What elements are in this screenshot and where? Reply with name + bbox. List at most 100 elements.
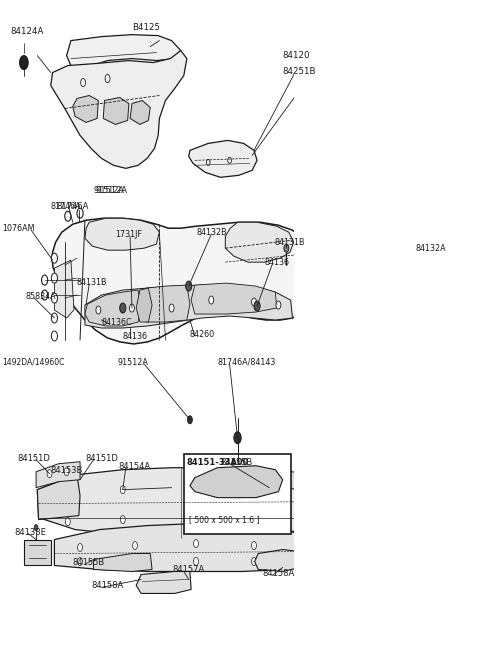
Text: [ 500 x 500 x 1.6 ]: [ 500 x 500 x 1.6 ] — [189, 516, 259, 524]
Text: 84136: 84136 — [123, 332, 148, 341]
Polygon shape — [254, 549, 300, 572]
Text: 84153B: 84153B — [51, 466, 83, 475]
Text: 84155B: 84155B — [73, 558, 105, 566]
Text: 81746A/84143: 81746A/84143 — [217, 358, 276, 367]
Text: 84151D: 84151D — [18, 454, 51, 463]
Bar — [184, 454, 290, 533]
Text: 84151-33A00: 84151-33A00 — [187, 458, 249, 466]
Polygon shape — [220, 468, 311, 489]
Polygon shape — [37, 468, 324, 537]
Polygon shape — [73, 95, 98, 122]
Polygon shape — [189, 141, 257, 177]
Ellipse shape — [228, 158, 231, 164]
Polygon shape — [190, 466, 283, 497]
Ellipse shape — [254, 301, 260, 311]
Polygon shape — [142, 285, 190, 322]
Text: 84154A: 84154A — [118, 462, 150, 470]
Polygon shape — [37, 475, 80, 520]
Text: 84124A: 84124A — [11, 27, 44, 35]
Ellipse shape — [120, 486, 125, 493]
Text: 84157A: 84157A — [173, 566, 205, 574]
Ellipse shape — [105, 74, 110, 83]
Ellipse shape — [20, 56, 28, 70]
Ellipse shape — [284, 244, 289, 252]
Ellipse shape — [303, 489, 308, 497]
Ellipse shape — [132, 558, 137, 566]
Ellipse shape — [47, 470, 52, 478]
Text: 84131B: 84131B — [77, 278, 108, 287]
Ellipse shape — [77, 208, 83, 218]
Polygon shape — [54, 260, 74, 318]
Text: 81746A: 81746A — [57, 202, 89, 212]
Ellipse shape — [65, 518, 70, 526]
Text: 84120: 84120 — [283, 51, 310, 60]
Ellipse shape — [206, 160, 210, 166]
Ellipse shape — [81, 79, 85, 87]
Ellipse shape — [130, 304, 134, 312]
Polygon shape — [225, 222, 294, 262]
Ellipse shape — [51, 273, 58, 283]
Ellipse shape — [297, 224, 305, 237]
Polygon shape — [191, 283, 276, 314]
Ellipse shape — [42, 275, 48, 285]
Ellipse shape — [78, 543, 83, 551]
Ellipse shape — [234, 432, 241, 443]
Polygon shape — [103, 97, 129, 124]
Ellipse shape — [120, 303, 126, 313]
Ellipse shape — [209, 296, 214, 304]
Ellipse shape — [64, 468, 69, 476]
Ellipse shape — [193, 516, 198, 524]
Polygon shape — [36, 462, 80, 487]
Ellipse shape — [78, 558, 83, 566]
Ellipse shape — [188, 416, 192, 424]
Ellipse shape — [252, 298, 256, 306]
Text: 84158A: 84158A — [91, 581, 123, 591]
Text: 85834A: 85834A — [25, 292, 56, 301]
Text: 84158A: 84158A — [262, 570, 294, 579]
Text: 1731JF: 1731JF — [116, 230, 143, 239]
Ellipse shape — [276, 301, 281, 309]
Ellipse shape — [186, 281, 192, 291]
Ellipse shape — [252, 558, 256, 566]
Ellipse shape — [252, 541, 256, 549]
Polygon shape — [51, 51, 187, 168]
Text: 84136: 84136 — [264, 258, 289, 267]
Ellipse shape — [132, 541, 137, 549]
Text: 84132B: 84132B — [196, 228, 227, 237]
Text: 84136C: 84136C — [101, 318, 132, 327]
Ellipse shape — [51, 293, 58, 303]
Ellipse shape — [296, 558, 301, 566]
Text: 84151D: 84151D — [85, 454, 118, 463]
Text: 84131B: 84131B — [274, 238, 305, 247]
Ellipse shape — [65, 212, 71, 221]
Ellipse shape — [193, 539, 198, 547]
Ellipse shape — [34, 524, 38, 531]
Text: 1076AM: 1076AM — [2, 224, 35, 233]
Polygon shape — [24, 539, 51, 564]
Polygon shape — [136, 288, 152, 322]
Ellipse shape — [193, 484, 198, 491]
Ellipse shape — [51, 313, 58, 323]
Ellipse shape — [267, 486, 272, 493]
Text: 91512A: 91512A — [94, 187, 124, 195]
Text: 91512A: 91512A — [118, 358, 149, 367]
Ellipse shape — [267, 516, 272, 524]
Ellipse shape — [65, 489, 70, 497]
Text: B4125: B4125 — [132, 22, 160, 32]
Polygon shape — [85, 290, 141, 326]
Polygon shape — [85, 285, 292, 328]
Ellipse shape — [193, 558, 198, 566]
Polygon shape — [136, 572, 191, 593]
Ellipse shape — [51, 331, 58, 341]
Polygon shape — [94, 554, 152, 572]
Ellipse shape — [42, 290, 48, 300]
Text: 84260: 84260 — [190, 330, 215, 339]
Polygon shape — [67, 35, 181, 68]
Text: 1492DA/14960C: 1492DA/14960C — [2, 358, 64, 367]
Text: 84133E: 84133E — [14, 528, 46, 537]
Text: 84251B: 84251B — [283, 66, 316, 76]
Polygon shape — [130, 101, 150, 124]
Ellipse shape — [96, 306, 101, 314]
Ellipse shape — [303, 518, 308, 526]
Text: 84132A: 84132A — [416, 244, 446, 253]
